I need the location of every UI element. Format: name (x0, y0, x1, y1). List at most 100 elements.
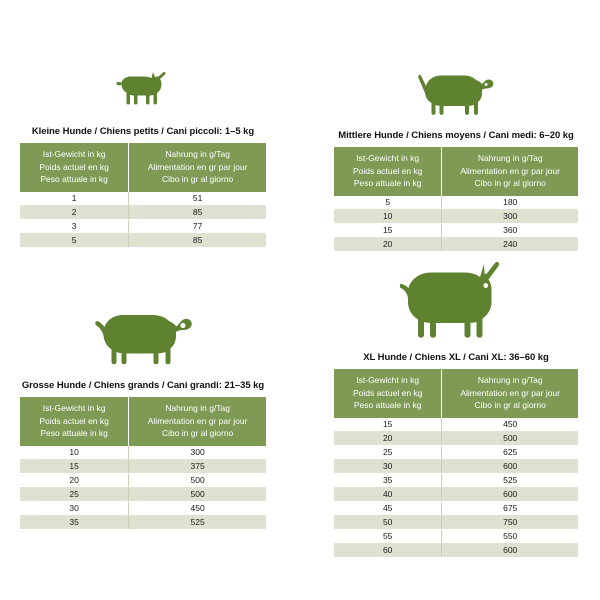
large-dog-icon (20, 300, 266, 372)
cell-weight: 2 (20, 205, 130, 220)
cell-weight: 35 (334, 473, 443, 488)
cell-food: 500 (441, 431, 578, 446)
header-food-fr: Alimentation en gr par jour (460, 387, 561, 398)
cell-weight: 3 (20, 219, 130, 234)
cell-weight: 1 (20, 191, 130, 206)
header-weight: Ist-Gewicht in kg Poids actuel en kg Pes… (20, 397, 130, 446)
header-food-it: Cibo in gr al giorno (474, 400, 546, 410)
panel-title-large: Grosse Hunde / Chiens grands / Cani gran… (21, 380, 265, 391)
panel-small-dogs: Kleine Hunde / Chiens petits / Cani picc… (20, 62, 266, 247)
cell-weight: 15 (334, 223, 443, 238)
table-row: 55 550 (334, 529, 578, 544)
table-row: 5 85 (20, 233, 266, 247)
cell-food: 500 (128, 487, 266, 502)
header-food-de: Nahrung in g/Tag (477, 153, 543, 163)
cell-food: 525 (128, 515, 266, 529)
cell-weight: 35 (20, 515, 130, 529)
cell-food: 550 (441, 529, 578, 544)
feeding-table-large: Ist-Gewicht in kg Poids actuel en kg Pes… (20, 397, 266, 529)
table-row: 15 375 (20, 459, 266, 474)
panel-xl-dogs: XL Hunde / Chiens XL / Cani XL: 36–60 kg… (334, 258, 578, 557)
cell-weight: 25 (20, 487, 130, 502)
cell-weight: 50 (334, 515, 443, 530)
cell-food: 85 (128, 205, 266, 220)
header-food: Nahrung in g/Tag Alimentation en gr par … (441, 147, 578, 196)
table-body-large: 10 300 15 375 20 500 25 500 30 450 (20, 445, 266, 529)
cell-weight: 15 (20, 459, 130, 474)
cell-food: 450 (441, 417, 578, 432)
cell-food: 750 (441, 515, 578, 530)
cell-food: 600 (441, 487, 578, 502)
cell-food: 525 (441, 473, 578, 488)
header-weight: Ist-Gewicht in kg Poids actuel en kg Pes… (334, 369, 443, 418)
table-row: 2 85 (20, 205, 266, 220)
cell-weight: 60 (334, 543, 443, 557)
panel-title-small: Kleine Hunde / Chiens petits / Cani picc… (31, 126, 255, 137)
header-weight-it: Peso attuale in kg (40, 428, 108, 438)
table-row: 25 500 (20, 487, 266, 502)
cell-food: 675 (441, 501, 578, 516)
header-weight-de: Ist-Gewicht in kg (356, 375, 420, 385)
cell-weight: 20 (20, 473, 130, 488)
table-header-row: Ist-Gewicht in kg Poids actuel en kg Pes… (334, 147, 578, 196)
cell-weight: 25 (334, 445, 443, 460)
cell-weight: 55 (334, 529, 443, 544)
cell-weight: 10 (334, 209, 443, 224)
table-row: 30 600 (334, 459, 578, 474)
cell-food: 600 (441, 543, 578, 557)
header-food-it: Cibo in gr al giorno (474, 178, 546, 188)
cell-weight: 10 (20, 445, 130, 460)
header-food: Nahrung in g/Tag Alimentation en gr par … (441, 369, 578, 418)
header-food-de: Nahrung in g/Tag (477, 375, 543, 385)
header-weight-fr: Poids actuel en kg (39, 161, 109, 172)
panel-title-xl: XL Hunde / Chiens XL / Cani XL: 36–60 kg (363, 352, 549, 363)
cell-food: 180 (441, 195, 578, 210)
header-food-it: Cibo in gr al giorno (161, 174, 234, 184)
table-row: 20 500 (20, 473, 266, 488)
header-weight-de: Ist-Gewicht in kg (42, 403, 106, 413)
table-row: 15 360 (334, 223, 578, 238)
header-food: Nahrung in g/Tag Alimentation en gr par … (128, 143, 266, 192)
table-row: 40 600 (334, 487, 578, 502)
cell-weight: 15 (334, 417, 443, 432)
cell-food: 375 (128, 459, 266, 474)
table-row: 30 450 (20, 501, 266, 516)
cell-food: 500 (128, 473, 266, 488)
table-header-row: Ist-Gewicht in kg Poids actuel en kg Pes… (334, 369, 578, 418)
cell-food: 300 (128, 445, 266, 460)
cell-food: 85 (128, 233, 266, 247)
table-row: 20 240 (334, 237, 578, 251)
panel-title-medium: Mittlere Hunde / Chiens moyens / Cani me… (338, 130, 574, 141)
table-body-xl: 15 450 20 500 25 625 30 600 35 525 (334, 417, 578, 557)
table-header-row: Ist-Gewicht in kg Poids actuel en kg Pes… (20, 397, 266, 446)
table-row: 1 51 (20, 191, 266, 206)
header-food-it: Cibo in gr al giorno (161, 428, 234, 438)
table-row: 50 750 (334, 515, 578, 530)
table-row: 20 500 (334, 431, 578, 446)
cell-food: 51 (128, 191, 266, 206)
cell-food: 360 (441, 223, 578, 238)
table-header-row: Ist-Gewicht in kg Poids actuel en kg Pes… (20, 143, 266, 192)
header-weight: Ist-Gewicht in kg Poids actuel en kg Pes… (334, 147, 443, 196)
cell-weight: 30 (334, 459, 443, 474)
header-food-fr: Alimentation en gr par jour (147, 415, 248, 426)
table-body-small: 1 51 2 85 3 77 5 85 (20, 191, 266, 247)
header-food-de: Nahrung in g/Tag (165, 403, 230, 413)
header-food: Nahrung in g/Tag Alimentation en gr par … (128, 397, 266, 446)
cell-weight: 20 (334, 431, 443, 446)
table-row: 10 300 (334, 209, 578, 224)
header-weight-fr: Poids actuel en kg (352, 165, 423, 176)
header-food-fr: Alimentation en gr par jour (460, 165, 561, 176)
header-weight-fr: Poids actuel en kg (352, 387, 423, 398)
table-row: 35 525 (334, 473, 578, 488)
cell-weight: 30 (20, 501, 130, 516)
panel-large-dogs: Grosse Hunde / Chiens grands / Cani gran… (20, 300, 266, 529)
medium-dog-icon (334, 62, 578, 122)
header-food-fr: Alimentation en gr par jour (147, 161, 248, 172)
header-weight-it: Peso attuale in kg (40, 174, 108, 184)
feeding-table-medium: Ist-Gewicht in kg Poids actuel en kg Pes… (334, 147, 578, 251)
cell-food: 625 (441, 445, 578, 460)
table-body-medium: 5 180 10 300 15 360 20 240 (334, 195, 578, 251)
panel-medium-dogs: Mittlere Hunde / Chiens moyens / Cani me… (334, 62, 578, 251)
